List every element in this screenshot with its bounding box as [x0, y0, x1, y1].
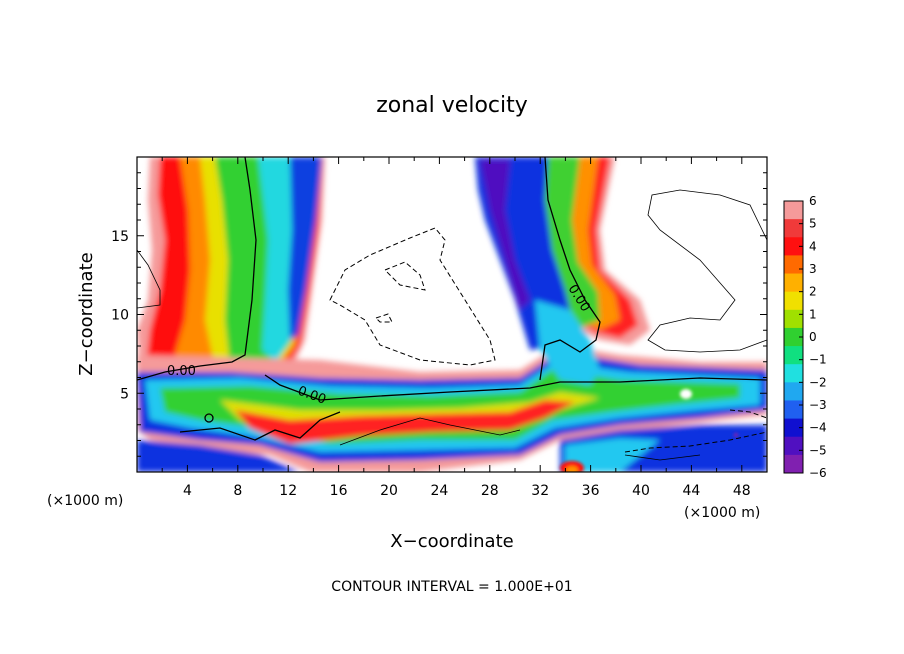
- colorbar-tick-label: −1: [809, 353, 827, 367]
- y-axis: 5 10 15: [111, 172, 767, 457]
- contour-dashed: [329, 227, 767, 453]
- colorbar-swatch: [784, 201, 803, 220]
- colorbar-swatch: [784, 436, 803, 456]
- colorbar-tick-label: 0: [809, 330, 817, 344]
- contour-zero-right: [539, 157, 601, 381]
- colorbar-swatch: [784, 273, 803, 293]
- bottom-right-cyan: [565, 438, 660, 472]
- colorbar-swatch: [784, 219, 803, 238]
- colorbar-tick-label: −4: [809, 421, 827, 435]
- x-tick-label: 24: [430, 483, 448, 499]
- colorbar-tick-label: 3: [809, 262, 817, 276]
- contour-zero-low2: [179, 411, 341, 441]
- x-tick-label: 48: [733, 483, 751, 499]
- colorbar-tick-label: 6: [809, 194, 817, 208]
- x-axis: 4 8 12 16 20 24 28 32 36 40 44 48: [161, 157, 751, 499]
- contour-zero-low: [264, 374, 767, 401]
- contour-lines: [137, 157, 767, 461]
- y-tick-label: 10: [111, 308, 129, 324]
- colorbar-swatch: [784, 346, 803, 365]
- heatmap-field: [137, 157, 767, 472]
- colorbar-tick-label: −3: [809, 398, 827, 412]
- x-unit-label-right: (×1000 m): [684, 505, 760, 521]
- low-band-red: [235, 400, 575, 444]
- colorbar-swatch: [784, 327, 803, 347]
- left-band-blue: [288, 157, 322, 340]
- x-unit-label-left: (×1000 m): [47, 493, 123, 509]
- colorbar-tick-label: 4: [809, 239, 817, 253]
- colorbar-tick-label: 1: [809, 307, 817, 321]
- chart-title: zonal velocity: [376, 93, 528, 118]
- x-tick-label: 40: [632, 483, 650, 499]
- right-band-cyan: [535, 300, 600, 385]
- colorbar-swatch: [784, 237, 803, 256]
- x-tick-label: 16: [330, 483, 348, 499]
- colorbar-tick-label: −2: [809, 375, 827, 389]
- colorbar: 6 5 4 3 2 1 0 −1 −2 −3 −4 −5 −6: [783, 194, 827, 480]
- x-tick-label: 12: [279, 483, 297, 499]
- contour-thin-right: [647, 189, 767, 353]
- colorbar-tick-label: −6: [809, 466, 827, 480]
- colorbar-swatch: [784, 309, 803, 329]
- colorbar-swatch: [784, 291, 803, 311]
- x-tick-label: 4: [183, 483, 192, 499]
- colorbar-swatch: [784, 418, 803, 438]
- colorbar-tick-label: 2: [809, 285, 817, 299]
- right-band-purple: [480, 160, 530, 310]
- colorbar-swatch: [784, 382, 803, 401]
- contour-zero-left: [137, 157, 257, 381]
- colorbar-tick-label: 5: [809, 217, 817, 231]
- y-axis-label: Z−coordinate: [76, 252, 97, 375]
- x-tick-label: 8: [233, 483, 242, 499]
- x-tick-label: 44: [682, 483, 700, 499]
- x-axis-label: X−coordinate: [390, 531, 513, 552]
- x-tick-label: 28: [481, 483, 499, 499]
- colorbar-swatch: [784, 400, 803, 420]
- contour-label-left: 0.00: [167, 364, 196, 379]
- contour-thin-bottom2: [624, 454, 701, 461]
- colorbar-tick-label: −5: [809, 443, 827, 457]
- colorbar-swatch: [784, 454, 803, 474]
- x-tick-label: 36: [582, 483, 600, 499]
- x-tick-label: 20: [380, 483, 398, 499]
- y-tick-label: 5: [120, 386, 129, 402]
- contour-thin-bottom: [339, 417, 521, 446]
- contour-blob-small: [204, 413, 214, 423]
- y-tick-label: 15: [111, 229, 129, 245]
- x-tick-label: 32: [531, 483, 549, 499]
- bottom-left-blue: [137, 440, 300, 472]
- colorbar-swatch: [784, 364, 803, 383]
- colorbar-swatch: [784, 255, 803, 275]
- contour-thin-left: [137, 249, 161, 309]
- right-band-green: [536, 157, 600, 328]
- contour-interval-footer: CONTOUR INTERVAL = 1.000E+01: [331, 579, 572, 595]
